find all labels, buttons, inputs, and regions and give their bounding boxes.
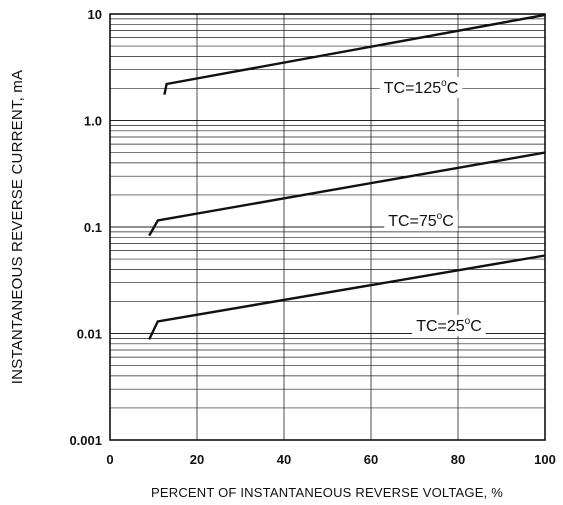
curve-label-text: TC=125oC	[384, 78, 459, 97]
y-tick-label: 0.1	[84, 220, 102, 235]
y-axis-title: INSTANTANEOUS REVERSE CURRENT, mA	[9, 70, 26, 384]
x-tick-label: 60	[364, 452, 378, 467]
x-axis-title: PERCENT OF INSTANTANEOUS REVERSE VOLTAGE…	[151, 485, 503, 500]
x-tick-label: 100	[534, 452, 556, 467]
y-tick-labels: 0.001 0.01 0.1 1.0 10	[69, 7, 102, 448]
curve-label-degree: o	[437, 211, 443, 222]
x-tick-label: 80	[451, 452, 465, 467]
plot-frame	[109, 13, 546, 441]
x-tick-labels: 0 20 40 60 80 100	[106, 452, 555, 467]
curve-label-text: TC=75oC	[388, 211, 454, 230]
curve-label: TC=25oC	[412, 315, 486, 336]
x-tick-label: 0	[106, 452, 113, 467]
y-tick-label: 10	[88, 7, 102, 22]
curve-label-text: TC=25oC	[416, 316, 482, 335]
y-tick-label: 0.001	[69, 433, 102, 448]
curve-label-degree: o	[465, 316, 471, 327]
curve-label-main: TC=75	[388, 213, 437, 230]
y-tick-label: 0.01	[77, 327, 102, 342]
curve-label: TC=75oC	[384, 210, 458, 231]
curve-label-background	[384, 210, 458, 231]
series-line	[163, 13, 546, 95]
curve-label-main: TC=125	[384, 80, 441, 97]
curve-label-unit: C	[442, 213, 454, 230]
curve-label-unit: C	[447, 80, 459, 97]
x-tick-label: 20	[190, 452, 204, 467]
grid	[110, 14, 545, 440]
y-tick-label: 1.0	[84, 114, 102, 129]
series-line	[148, 151, 546, 237]
curve-label-background	[412, 315, 486, 336]
curve-label-background	[379, 77, 463, 98]
curve-label-unit: C	[470, 318, 482, 335]
series-line	[148, 254, 546, 340]
curve-label-main: TC=25	[416, 318, 465, 335]
series-layer	[148, 13, 546, 340]
curve-label-degree: o	[441, 78, 447, 89]
x-tick-label: 40	[277, 452, 291, 467]
curve-label: TC=125oC	[379, 77, 463, 98]
